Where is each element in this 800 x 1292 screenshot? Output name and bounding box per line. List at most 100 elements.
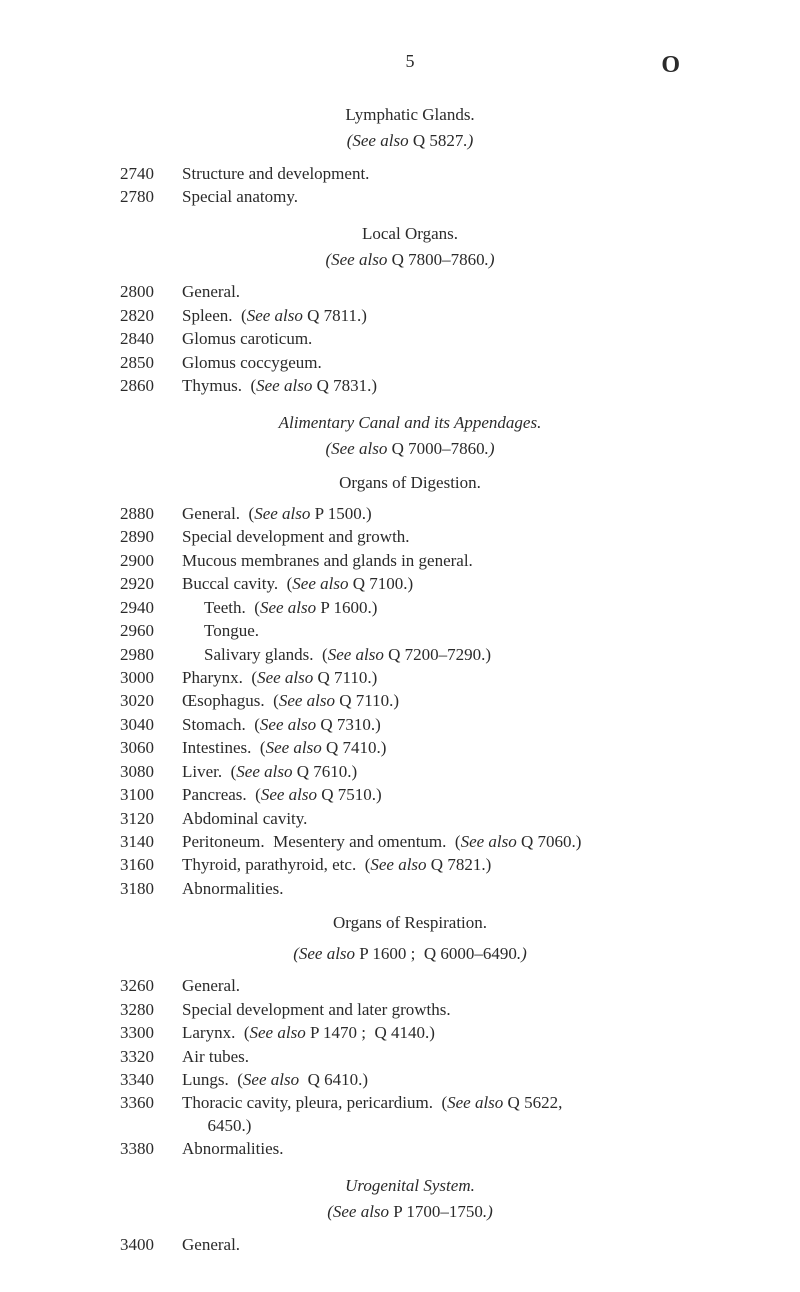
section-ref: (See also P 1600 ; Q 6000–6490.) — [120, 943, 700, 965]
entry-row: 3140Peritoneum. Mesentery and omentum. (… — [120, 831, 700, 853]
entry-code: 2800 — [120, 281, 182, 303]
entry-row: 3320Air tubes. — [120, 1046, 700, 1068]
entry-code: 3160 — [120, 854, 182, 876]
sub-heading: Organs of Respiration. — [120, 912, 700, 934]
section-title: Alimentary Canal and its Appendages. — [120, 412, 700, 434]
entry-label: Liver. (See also Q 7610.) — [182, 761, 700, 783]
entry-row: 3040Stomach. (See also Q 7310.) — [120, 714, 700, 736]
entry-label: Salivary glands. (See also Q 7200–7290.) — [182, 644, 700, 666]
entry-code: 2980 — [120, 644, 182, 666]
entry-row: 3020Œsophagus. (See also Q 7110.) — [120, 690, 700, 712]
entry-label: Mucous membranes and glands in general. — [182, 550, 700, 572]
entry-label: Air tubes. — [182, 1046, 700, 1068]
entry-row: 3160Thyroid, parathyroid, etc. (See also… — [120, 854, 700, 876]
entry-code: 3280 — [120, 999, 182, 1021]
entry-row: 2940Teeth. (See also P 1600.) — [120, 597, 700, 619]
entry-row: 2780 Special anatomy. — [120, 186, 700, 208]
entry-label: Thoracic cavity, pleura, pericardium. (S… — [182, 1092, 700, 1137]
section-ref: (See also P 1700–1750.) — [120, 1201, 700, 1223]
section-respiration: Organs of Respiration. (See also P 1600 … — [120, 912, 700, 1160]
entry-code: 3380 — [120, 1138, 182, 1160]
entry-code: 3100 — [120, 784, 182, 806]
section-alimentary: Alimentary Canal and its Appendages. (Se… — [120, 412, 700, 901]
entry-row: 2890Special development and growth. — [120, 526, 700, 548]
entry-row: 3260General. — [120, 975, 700, 997]
entry-row: 2980Salivary glands. (See also Q 7200–72… — [120, 644, 700, 666]
entry-code: 3400 — [120, 1234, 182, 1256]
entry-code: 3340 — [120, 1069, 182, 1091]
entry-code: 3300 — [120, 1022, 182, 1044]
entry-label: Pharynx. (See also Q 7110.) — [182, 667, 700, 689]
entry-row: 3080Liver. (See also Q 7610.) — [120, 761, 700, 783]
entry-label: Glomus coccygeum. — [182, 352, 700, 374]
entry-label: Thyroid, parathyroid, etc. (See also Q 7… — [182, 854, 700, 876]
entry-label: Tongue. — [182, 620, 700, 642]
entry-row: 3180Abnormalities. — [120, 878, 700, 900]
entry-label: General. (See also P 1500.) — [182, 503, 700, 525]
entry-row: 2740 Structure and development. — [120, 163, 700, 185]
entry-row: 3000Pharynx. (See also Q 7110.) — [120, 667, 700, 689]
entry-label: Stomach. (See also Q 7310.) — [182, 714, 700, 736]
section-urogenital: Urogenital System. (See also P 1700–1750… — [120, 1175, 700, 1256]
entry-label: Abdominal cavity. — [182, 808, 700, 830]
entry-row: 3400General. — [120, 1234, 700, 1256]
entry-row: 3360Thoracic cavity, pleura, pericardium… — [120, 1092, 700, 1137]
entry-code: 2940 — [120, 597, 182, 619]
entry-label: Abnormalities. — [182, 878, 700, 900]
sub-heading: Organs of Digestion. — [120, 472, 700, 494]
entry-label: Spleen. (See also Q 7811.) — [182, 305, 700, 327]
entry-code: 2840 — [120, 328, 182, 350]
entry-code: 2820 — [120, 305, 182, 327]
entry-code: 3180 — [120, 878, 182, 900]
entry-row: 2860Thymus. (See also Q 7831.) — [120, 375, 700, 397]
entry-label: General. — [182, 975, 700, 997]
entry-row: 2800General. — [120, 281, 700, 303]
entry-label: Larynx. (See also P 1470 ; Q 4140.) — [182, 1022, 700, 1044]
section-ref: (See also Q 7000–7860.) — [120, 438, 700, 460]
entry-label: Buccal cavity. (See also Q 7100.) — [182, 573, 700, 595]
entry-label: Abnormalities. — [182, 1138, 700, 1160]
section-local-organs: Local Organs. (See also Q 7800–7860.) 28… — [120, 223, 700, 398]
section-title: Urogenital System. — [120, 1175, 700, 1197]
entry-label: Teeth. (See also P 1600.) — [182, 597, 700, 619]
entry-label: Structure and development. — [182, 163, 700, 185]
section-ref: (See also Q 7800–7860.) — [120, 249, 700, 271]
entry-row: 3340Lungs. (See also Q 6410.) — [120, 1069, 700, 1091]
section-title: Local Organs. — [120, 223, 700, 245]
entry-code: 2850 — [120, 352, 182, 374]
entry-code: 3140 — [120, 831, 182, 853]
entry-code: 3040 — [120, 714, 182, 736]
entry-row: 2840Glomus caroticum. — [120, 328, 700, 350]
page-header: 5 O — [120, 50, 700, 74]
entry-code: 2740 — [120, 163, 182, 185]
entry-code: 3000 — [120, 667, 182, 689]
entry-label: Pancreas. (See also Q 7510.) — [182, 784, 700, 806]
entry-label: General. — [182, 1234, 700, 1256]
entry-row: 3120Abdominal cavity. — [120, 808, 700, 830]
section-lymphatic: Lymphatic Glands. (See also Q 5827.) 274… — [120, 104, 700, 209]
entry-label: Thymus. (See also Q 7831.) — [182, 375, 700, 397]
entry-row: 3380Abnormalities. — [120, 1138, 700, 1160]
entry-code: 2960 — [120, 620, 182, 642]
entry-label: Special development and later growths. — [182, 999, 700, 1021]
entry-row: 2920Buccal cavity. (See also Q 7100.) — [120, 573, 700, 595]
entry-code: 2890 — [120, 526, 182, 548]
entry-label: Special development and growth. — [182, 526, 700, 548]
entry-label: Lungs. (See also Q 6410.) — [182, 1069, 700, 1091]
entry-row: 2880General. (See also P 1500.) — [120, 503, 700, 525]
entry-code: 3360 — [120, 1092, 182, 1137]
entry-row: 2820Spleen. (See also Q 7811.) — [120, 305, 700, 327]
section-ref: (See also Q 5827.) — [120, 130, 700, 152]
entry-code: 2920 — [120, 573, 182, 595]
entry-code: 3080 — [120, 761, 182, 783]
entry-row: 2900Mucous membranes and glands in gener… — [120, 550, 700, 572]
entry-label: Special anatomy. — [182, 186, 700, 208]
entry-row: 2850Glomus coccygeum. — [120, 352, 700, 374]
entry-label: Glomus caroticum. — [182, 328, 700, 350]
entry-row: 3060Intestines. (See also Q 7410.) — [120, 737, 700, 759]
entry-label: Intestines. (See also Q 7410.) — [182, 737, 700, 759]
entry-code: 2860 — [120, 375, 182, 397]
section-title: Lymphatic Glands. — [120, 104, 700, 126]
entry-code: 3260 — [120, 975, 182, 997]
section-letter: O — [661, 50, 680, 82]
